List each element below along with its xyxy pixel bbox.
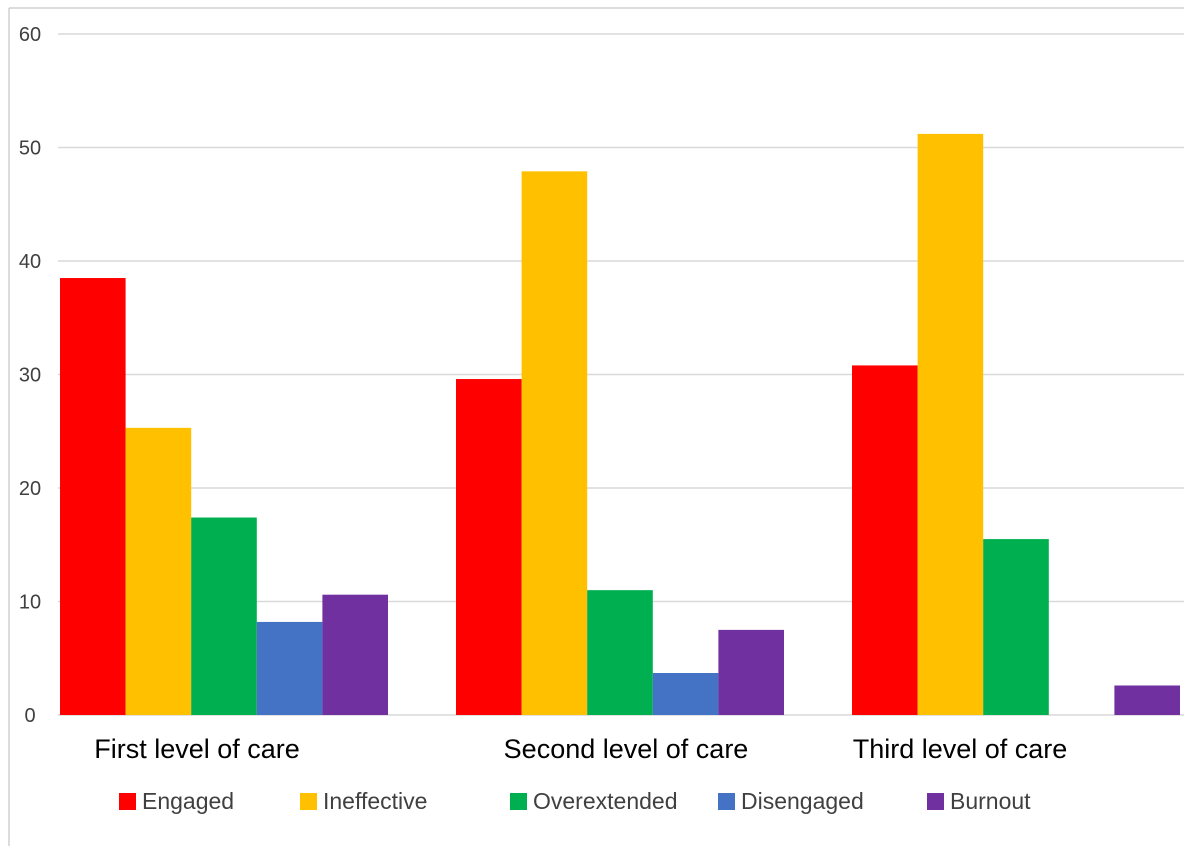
y-tick-label: 30: [19, 365, 41, 387]
bar-engaged: [456, 379, 522, 715]
legend-label-ineffective: Ineffective: [323, 788, 427, 814]
y-tick-label: 40: [19, 251, 41, 273]
legend-swatch-overextended: [510, 793, 527, 810]
bars: [60, 133, 1180, 715]
bar-disengaged: [652, 673, 719, 715]
legend-swatch-engaged: [119, 793, 136, 810]
bar-burnout: [322, 594, 388, 715]
x-axis-category-labels: First level of care Second level of care T…: [94, 734, 1067, 764]
y-tick-label: 20: [19, 478, 41, 500]
legend-label-engaged: Engaged: [142, 788, 234, 814]
bar-burnout: [1114, 685, 1180, 715]
legend-swatch-disengaged: [718, 793, 735, 810]
legend-swatch-ineffective: [300, 793, 317, 810]
legend: Engaged Ineffective Overextended Disengaged…: [119, 788, 1031, 814]
bar-ineffective: [521, 171, 588, 715]
bar-ineffective: [125, 427, 192, 715]
bar-overextended: [587, 590, 653, 715]
y-tick-label: 60: [19, 24, 41, 46]
chart-border: [8, 7, 1184, 846]
x-category-label: Third level of care: [853, 734, 1068, 764]
y-tick-label: 50: [19, 138, 41, 160]
legend-label-burnout: Burnout: [950, 788, 1031, 814]
bar-overextended: [983, 539, 1049, 715]
legend-label-overextended: Overextended: [533, 788, 677, 814]
bar-engaged: [60, 278, 126, 715]
bar-burnout: [718, 629, 784, 715]
bar-overextended: [191, 517, 257, 715]
bar-ineffective: [917, 133, 984, 715]
y-tick-label: 0: [24, 705, 35, 727]
bar-disengaged: [256, 621, 323, 715]
y-axis-tick-labels: 0 10 20 30 40 50 60: [19, 24, 41, 727]
legend-swatch-burnout: [927, 793, 944, 810]
x-category-label: First level of care: [94, 734, 300, 764]
bar-engaged: [852, 365, 918, 715]
y-tick-label: 10: [19, 592, 41, 614]
legend-label-disengaged: Disengaged: [741, 788, 864, 814]
x-category-label: Second level of care: [504, 734, 749, 764]
